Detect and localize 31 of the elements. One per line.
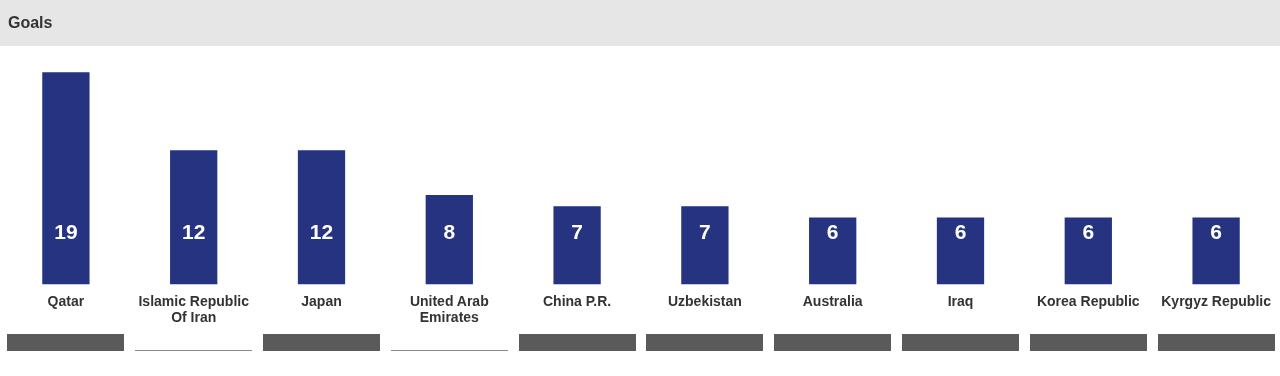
data-label: 6	[826, 220, 839, 244]
data-label: 19	[54, 220, 78, 244]
data-label: 7	[699, 220, 711, 244]
chart-title: Goals	[8, 14, 53, 32]
x-tick-label: Japan	[301, 292, 342, 309]
data-label: 6	[1210, 220, 1222, 244]
bar	[936, 217, 985, 285]
x-tick-label: Qatar	[47, 292, 85, 309]
x-tick-label: United Arab Emirates	[409, 292, 489, 326]
x-tick-label: Islamic Republic Of Iran	[138, 292, 250, 326]
bar	[42, 72, 90, 285]
data-label: 7	[571, 220, 583, 244]
x-tick-label: Korea Republic	[1036, 292, 1140, 309]
bar	[425, 195, 473, 285]
data-label: 8	[443, 220, 456, 244]
x-tick-label: Australia	[802, 292, 863, 309]
bar	[809, 217, 857, 285]
data-label: 6	[954, 220, 967, 244]
bar	[1064, 217, 1112, 285]
bar	[170, 150, 218, 285]
bar	[553, 206, 601, 285]
bar	[681, 206, 729, 285]
data-label: 12	[309, 220, 334, 244]
bar	[1192, 217, 1240, 285]
bar	[297, 150, 346, 285]
x-tick-label: China P.R.	[543, 292, 612, 309]
x-tick-label: Uzbekistan	[667, 292, 742, 309]
x-tick-label: Iraq	[947, 292, 974, 309]
x-tick-label: Kyrgyz Republic	[1161, 292, 1272, 309]
data-label: 12	[182, 220, 206, 244]
data-label: 6	[1082, 220, 1095, 244]
